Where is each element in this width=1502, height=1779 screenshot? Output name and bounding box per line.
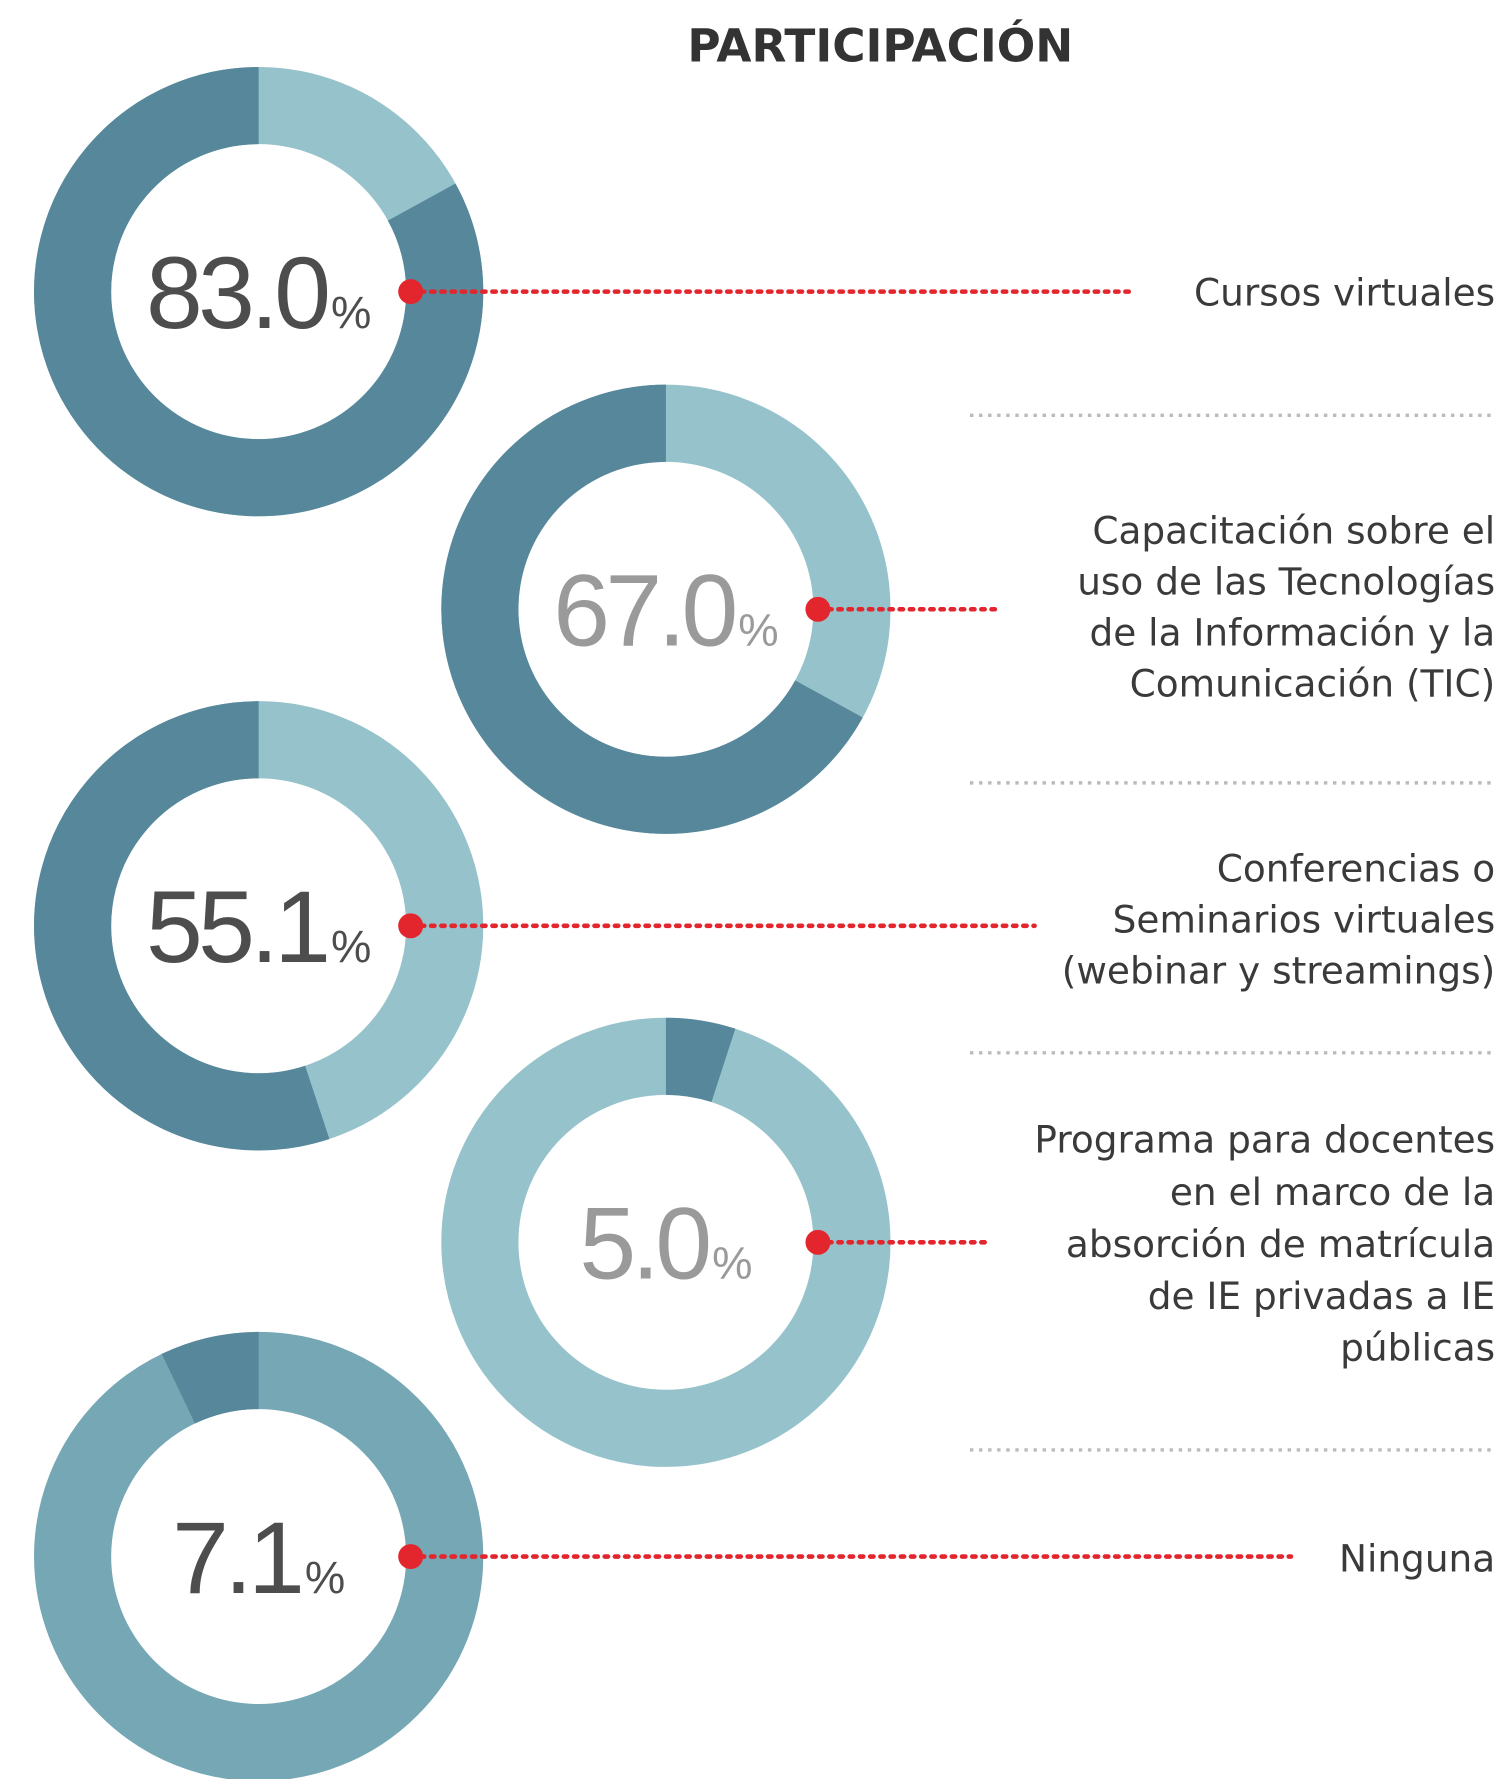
value-unit: % — [738, 605, 778, 656]
value-unit: % — [331, 921, 371, 972]
donut-value — [34, 701, 330, 1151]
value-label: 55.1% — [146, 870, 371, 984]
category-label: Ninguna — [1339, 1536, 1495, 1580]
value-unit: % — [712, 1238, 752, 1289]
value-number: 67.0 — [553, 554, 734, 668]
value-label: 67.0% — [553, 554, 778, 668]
donut-value — [441, 384, 863, 834]
leader-dot — [398, 279, 424, 305]
donut-value — [34, 67, 484, 517]
donut-value — [161, 1331, 260, 1424]
value-label: 83.0% — [146, 236, 371, 350]
value-label: 7.1% — [172, 1501, 345, 1615]
value-number: 55.1 — [146, 870, 327, 984]
category-label: Cursos virtuales — [1194, 270, 1495, 314]
value-number: 83.0 — [146, 236, 327, 350]
value-unit: % — [305, 1552, 345, 1603]
category-label: Programa para docentes — [1034, 1118, 1495, 1162]
leader-dot — [805, 1229, 831, 1255]
separators — [969, 413, 1496, 1452]
donut-value — [664, 1017, 736, 1103]
category-label: (webinar y streamings) — [1062, 949, 1495, 993]
category-label: públicas — [1340, 1325, 1495, 1369]
category-label: absorción de matrícula — [1066, 1222, 1495, 1266]
value-number: 5.0 — [579, 1187, 708, 1301]
category-label: de IE privadas a IE — [1148, 1274, 1495, 1318]
category-label: Conferencias o — [1217, 847, 1495, 891]
value-number: 7.1 — [172, 1501, 300, 1615]
category-label: de la Información y la — [1090, 611, 1496, 655]
category-label: en el marco de la — [1170, 1170, 1495, 1214]
leader-dot — [398, 1544, 424, 1570]
leader-dot — [398, 913, 424, 939]
category-label: Seminarios virtuales — [1113, 898, 1496, 942]
category-label: uso de las Tecnologías — [1077, 560, 1495, 604]
title: PARTICIPACIÓN — [687, 18, 1073, 72]
leader-dot — [805, 596, 831, 622]
category-label: Comunicación (TIC) — [1130, 662, 1496, 706]
category-label: Capacitación sobre el — [1092, 508, 1495, 552]
value-label: 5.0% — [579, 1187, 752, 1301]
value-unit: % — [331, 287, 371, 338]
